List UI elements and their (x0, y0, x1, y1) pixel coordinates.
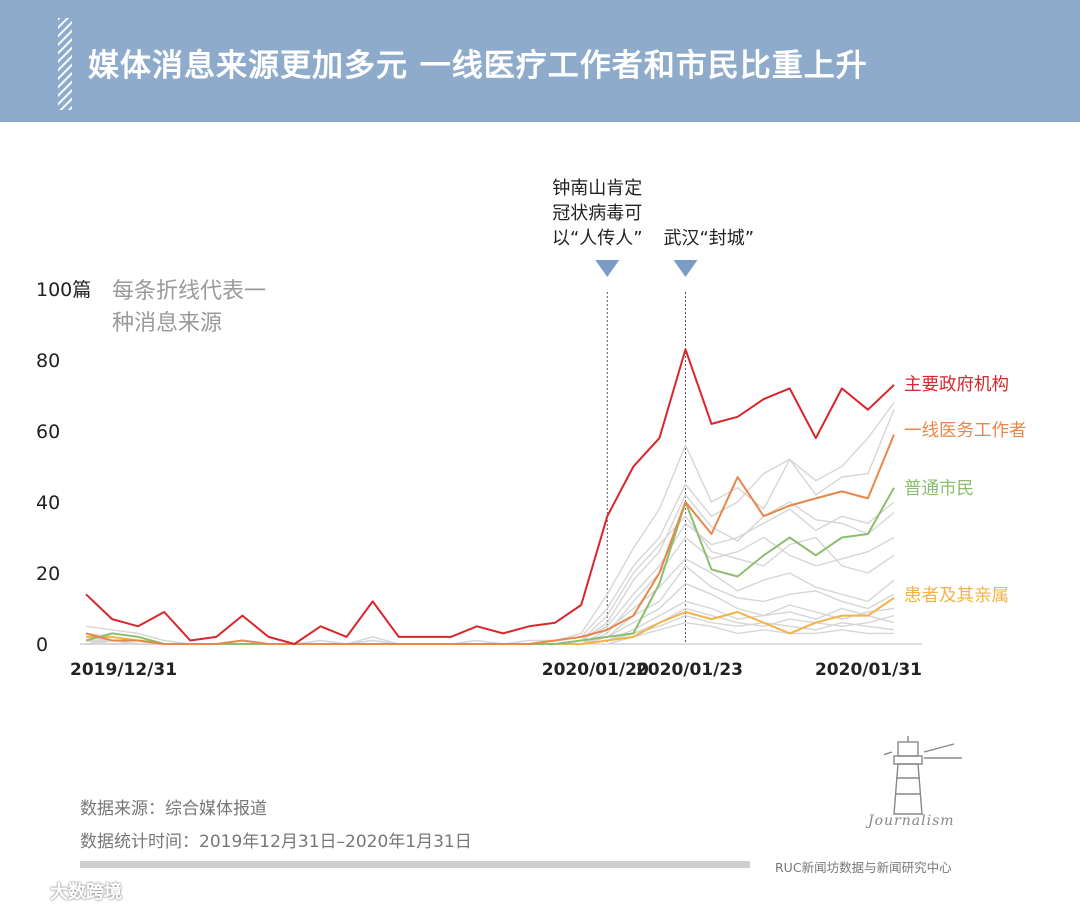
footer-divider (80, 861, 750, 868)
series-label: 患者及其亲属 (904, 586, 1009, 606)
background-series-line (85, 402, 895, 645)
x-tick-label: 2020/01/23 (636, 660, 743, 680)
x-tick-label: 2019/12/31 (70, 660, 177, 680)
chart-note: 种消息来源 (112, 311, 222, 336)
background-series-line (85, 515, 895, 645)
data-time-range: 数据统计时间：2019年12月31日–2020年1月31日 (80, 832, 472, 852)
y-tick-label: 60 (36, 421, 60, 443)
background-series-line (86, 493, 895, 645)
event-annotation-text: 以“人传人” (552, 228, 643, 249)
background-series-line (85, 409, 895, 645)
x-tick-label: 2020/01/31 (815, 660, 922, 680)
title-banner: 媒体消息来源更加多元 一线医疗工作者和市民比重上升 (0, 0, 1080, 122)
journalism-logo-text: Journalism (868, 813, 955, 829)
event-annotation-text: 冠状病毒可 (552, 203, 642, 224)
series-line (85, 434, 895, 645)
chart-note: 每条折线代表一 (112, 279, 266, 304)
watermark-label: 大数跨境 (50, 882, 122, 903)
y-tick-label: 40 (36, 492, 60, 514)
series-line (85, 348, 895, 645)
y-tick-label: 0 (36, 634, 48, 656)
data-source: 数据来源：综合媒体报道 (80, 799, 267, 819)
lighthouse-logo-icon (873, 736, 964, 820)
event-annotation-text: 钟南山肯定 (552, 178, 642, 199)
series-label: 一线医务工作者 (904, 421, 1027, 441)
page-title: 媒体消息来源更加多元 一线医疗工作者和市民比重上升 (88, 48, 868, 84)
y-tick-label: 80 (36, 350, 60, 372)
y-axis-label: 100篇 (36, 279, 91, 301)
series-label: 普通市民 (904, 479, 974, 499)
y-tick-label: 20 (36, 563, 60, 585)
background-series-line (85, 501, 895, 645)
event-marker-triangle (595, 260, 620, 277)
series-line (86, 597, 895, 645)
title-stripe-decoration (58, 18, 72, 110)
org-name: RUC新闻坊数据与新闻研究中心 (775, 860, 952, 875)
event-annotation-text: 武汉“封城” (663, 228, 754, 249)
background-series-line (86, 536, 895, 645)
series-label: 主要政府机构 (904, 375, 1009, 395)
x-tick-label: 2020/01/20 (542, 660, 649, 680)
event-marker-triangle (673, 260, 698, 277)
watermark-icon (10, 878, 40, 904)
watermark-text: 大数跨境 (14, 878, 122, 904)
